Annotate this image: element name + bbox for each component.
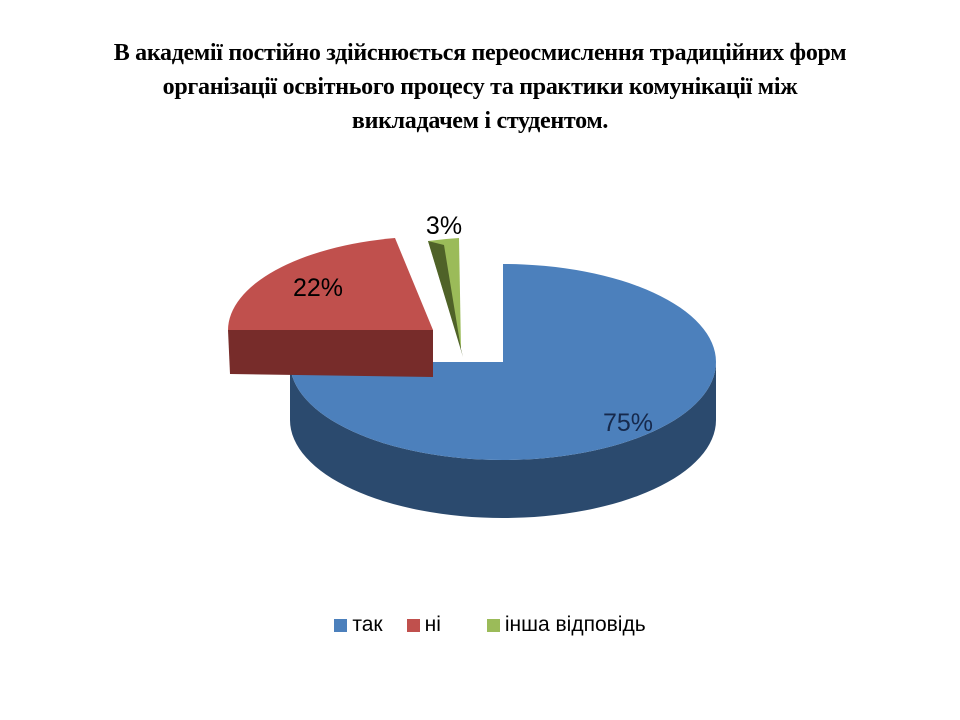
legend-swatch-ni [406, 618, 420, 632]
legend-swatch-ni-rect [406, 618, 420, 632]
chart-title-line-3: викладачем і студентом. [351, 108, 609, 134]
legend-item-tak: так [334, 613, 383, 637]
legend-swatch-tak [334, 618, 348, 632]
pie-slice-insha-side [428, 241, 463, 357]
chart-title-line-2: організації освітнього процесу та практи… [162, 74, 798, 100]
legend-item-ni: ні [406, 613, 441, 637]
pie-slice-tak-top [290, 264, 716, 460]
data-label-tak: 75% [603, 409, 653, 437]
legend-label-ni: ні [424, 613, 441, 636]
legend-swatch-tak-rect [334, 618, 348, 632]
chart-title-line-1: В академії постійно здійснюється переосм… [113, 40, 847, 66]
data-label-insha: 3% [426, 212, 462, 240]
legend-label-insha: інша відповідь [504, 613, 646, 636]
chart-title: В академії постійно здійснюється переосм… [0, 36, 960, 138]
legend-swatch-insha-rect [486, 618, 500, 632]
legend-label-tak: так [352, 613, 383, 636]
legend: так ні інша відповідь [0, 613, 960, 637]
pie-slice-ni-top [228, 238, 433, 330]
pie-slice-tak-side [290, 362, 716, 518]
pie-slice-ni-side [228, 330, 433, 377]
legend-item-insha: інша відповідь [486, 613, 646, 637]
legend-swatch-insha [486, 618, 500, 632]
data-label-ni: 22% [293, 274, 343, 302]
